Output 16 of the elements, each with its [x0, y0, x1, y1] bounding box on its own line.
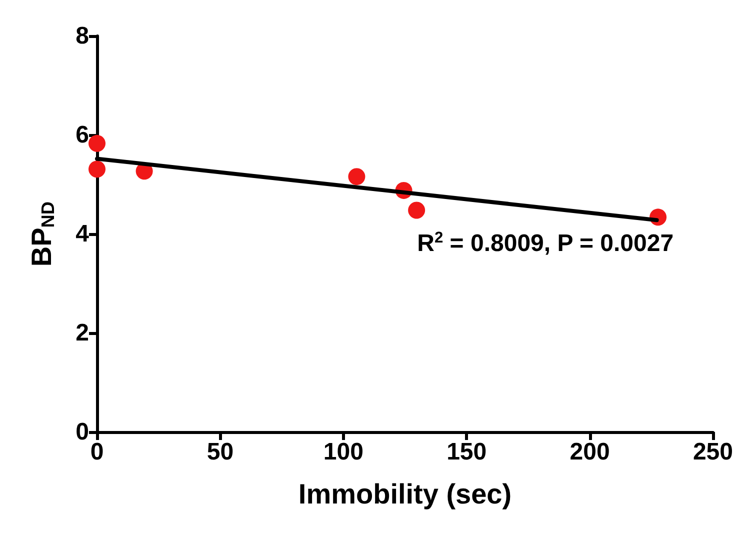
y-tick-label: 0: [76, 418, 89, 446]
point: [88, 134, 106, 152]
y-tick-label: 6: [76, 122, 89, 148]
y-tick-label: 4: [76, 220, 90, 248]
point: [88, 160, 106, 178]
x-tick-label: 100: [323, 438, 364, 466]
y-tick-label: 8: [76, 22, 89, 50]
y-tick-label: 2: [76, 320, 89, 346]
x-tick-label: 250: [692, 438, 733, 466]
point: [348, 168, 366, 186]
x-tick-label: 150: [446, 438, 487, 466]
y-axis-title: BPND: [26, 201, 58, 267]
x-tick-label: 200: [570, 438, 610, 466]
point: [408, 202, 426, 219]
x-axis-title: Immobility (sec): [298, 478, 512, 510]
x-tick-label: 50: [206, 438, 234, 466]
